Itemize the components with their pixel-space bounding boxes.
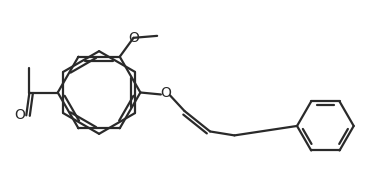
Text: O: O (128, 31, 139, 45)
Text: O: O (14, 108, 25, 122)
Text: O: O (161, 86, 171, 100)
